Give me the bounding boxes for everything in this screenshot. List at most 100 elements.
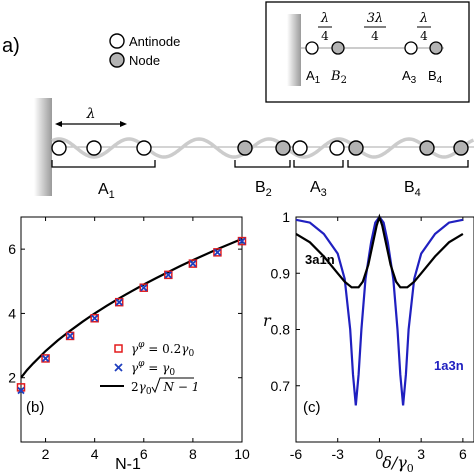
atom-antinode — [329, 140, 345, 156]
panel-c-ylabel: r — [263, 311, 272, 330]
x-tick-label: 6 — [459, 446, 467, 462]
data-point-square — [41, 354, 50, 363]
standing-wave — [51, 137, 474, 159]
panel-b-xlabel: N-1 — [115, 456, 141, 473]
inset-label-a3: A3 — [402, 68, 417, 86]
data-point-square — [213, 248, 222, 257]
inset-antinode-a1 — [305, 41, 319, 55]
segment-label-b4: B4 — [404, 179, 421, 199]
panel-c-xlabel: δ/γ0 — [382, 453, 414, 474]
data-point-cross — [41, 354, 50, 363]
inset-label-b2: B2 — [330, 69, 347, 86]
x-tick-label: 2 — [42, 446, 50, 462]
inset-label-a1: A1 — [306, 68, 321, 86]
inset-frac2-den: 4 — [371, 29, 379, 43]
x-tick-label: 3 — [417, 446, 425, 462]
legend-antinode-label: Antinode — [129, 34, 180, 49]
atom-antinode — [86, 140, 102, 156]
panel-a-label: a) — [2, 35, 20, 57]
data-point-cross — [115, 298, 123, 306]
atom-antinode — [292, 140, 308, 156]
inset-frac3-den: 4 — [420, 29, 428, 43]
x-tick-label: 10 — [234, 446, 250, 462]
legend-square-marker — [114, 344, 123, 353]
x-tick-label: 0 — [376, 446, 384, 462]
legend-sqrt-text: 2γ0 N − 1 — [131, 380, 199, 397]
inset-box: λ 4 3λ 4 λ 4 A1 B2 A3 B4 — [265, 1, 470, 103]
legend-node-label: Node — [129, 53, 160, 68]
atom-node — [275, 140, 291, 156]
data-point-square — [188, 259, 198, 268]
bracket-a1 — [51, 160, 156, 168]
wavelength-arrow: λ — [55, 106, 127, 127]
panel-a: a) Antinode Node λ 4 3λ 4 λ — [2, 1, 474, 201]
atom-node — [237, 140, 253, 156]
x-tick-label: -6 — [290, 446, 303, 462]
panel-b-ticks — [21, 217, 243, 442]
data-point-cross — [213, 248, 222, 256]
data-point-cross — [189, 259, 197, 268]
panel-b-x-tick-labels: 2 4 6 8 10 — [42, 446, 250, 462]
node-legend: Antinode Node — [109, 33, 180, 68]
segment-label-a1: A1 — [98, 181, 115, 201]
inset-frac2-num: 3λ — [367, 11, 384, 26]
data-point-square — [114, 297, 124, 307]
data-point-square — [90, 314, 99, 323]
atom-antinode — [51, 140, 67, 156]
y-tick-label: 6 — [8, 241, 16, 257]
data-point-square — [237, 236, 247, 246]
data-point-square — [139, 283, 149, 292]
series-1a3n-line — [295, 215, 464, 406]
series-gp1-markers — [17, 237, 246, 395]
x-tick-label: 8 — [189, 446, 197, 462]
y-tick-label: 0.9 — [271, 265, 291, 281]
bracket-a3 — [293, 160, 344, 168]
sqrt-fit-line — [20, 237, 243, 379]
segment-label-b2: B2 — [255, 179, 272, 199]
panel-b-label: (b) — [26, 399, 44, 416]
atom-node — [419, 140, 435, 156]
panel-c-frame — [295, 216, 474, 443]
y-tick-label: 0.8 — [271, 322, 291, 338]
data-point-square — [164, 270, 173, 280]
series-3a1n-line — [295, 213, 464, 289]
atom-node — [453, 140, 469, 156]
x-tick-label: 4 — [91, 446, 99, 462]
x-tick-label: -3 — [331, 446, 344, 462]
atom-antinode — [136, 140, 152, 156]
panel-b-frame — [20, 216, 243, 443]
data-point-cross — [17, 386, 25, 395]
legend-gp1-text: γφ = γ0 — [131, 359, 175, 378]
inset-frac1-den: 4 — [321, 29, 329, 43]
segment-brackets — [51, 160, 469, 168]
mirror — [34, 98, 52, 196]
legend-gp02-text: γφ = 0.2γ0 — [131, 340, 194, 359]
wavelength-label: λ — [86, 106, 96, 122]
segment-label-a3: A3 — [310, 179, 327, 199]
data-point-cross — [164, 271, 172, 279]
inset-antinode-a3 — [404, 41, 418, 55]
inset-node-b4 — [429, 41, 443, 55]
wavelength-arrow-left-head — [55, 121, 62, 127]
data-point-cross — [140, 284, 148, 292]
y-tick-label: 0.7 — [271, 378, 291, 394]
data-point-cross — [91, 314, 99, 322]
panel-c-y-tick-labels: 0.7 0.8 0.9 1 — [271, 209, 291, 394]
panel-c: 0.7 0.8 0.9 1 -6 -3 0 3 6 3a1n 1a3n (c) r δ/γ0 — [263, 209, 474, 474]
inset-node-b2 — [331, 41, 345, 55]
panel-c-label: (c) — [303, 399, 321, 416]
legend-cross-marker — [114, 363, 123, 372]
data-point-cross — [238, 237, 246, 245]
y-tick-label: 4 — [8, 305, 16, 321]
panel-c-ticks — [295, 216, 464, 442]
bracket-b2 — [234, 160, 291, 168]
data-point-square — [65, 331, 75, 341]
wavelength-arrow-right-head — [120, 121, 127, 127]
bracket-b4 — [347, 160, 469, 168]
y-tick-label: 1 — [282, 209, 290, 225]
inset-mirror — [287, 14, 301, 86]
legend-antinode-marker — [109, 33, 125, 49]
inset-label-b4: B4 — [428, 68, 443, 86]
inset-frac3-num: λ — [419, 11, 428, 26]
legend-node-marker — [109, 52, 125, 68]
